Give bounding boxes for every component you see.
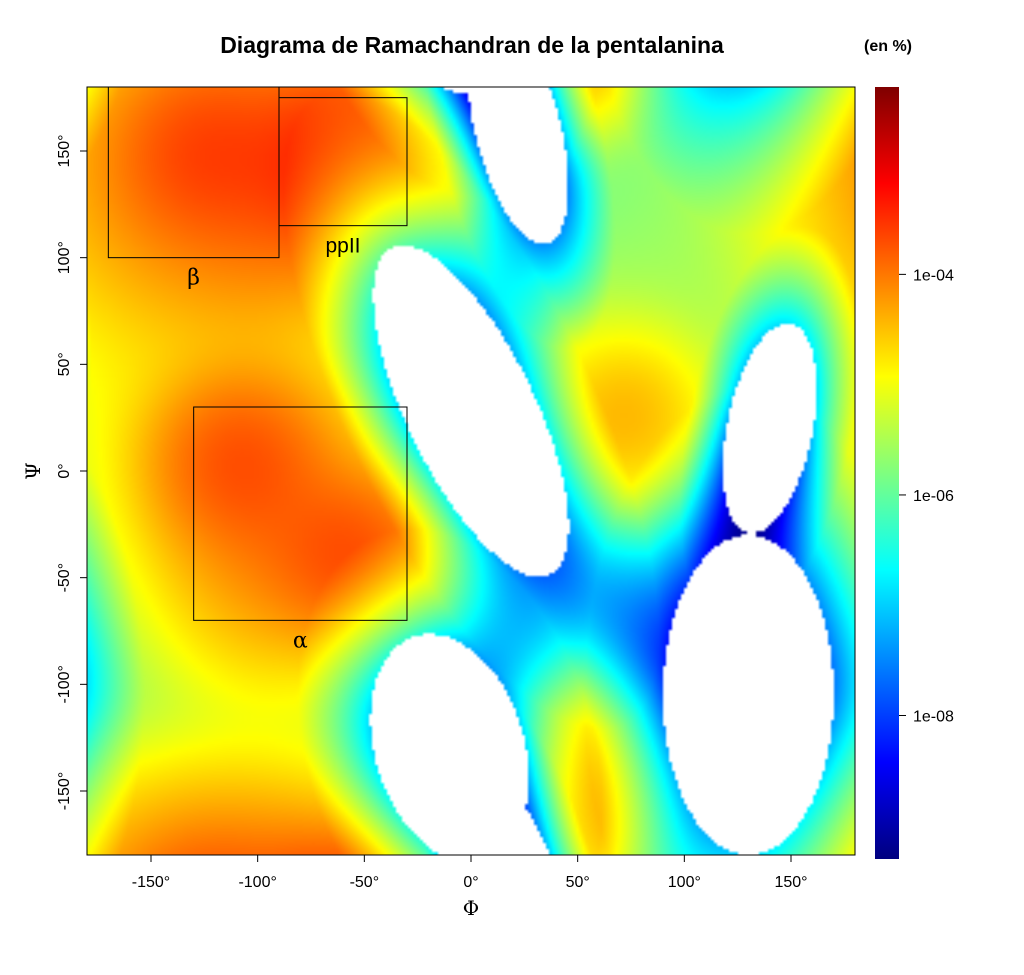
region-label-2: α [293,628,308,653]
x-tick-label: 100° [668,874,701,891]
x-tick-label: -50° [350,874,380,891]
y-tick-label: -150° [56,772,73,810]
chart-title: Diagrama de Ramachandran de la pentalani… [220,32,724,58]
region-label-0: β [187,266,200,291]
y-tick-label: 50° [56,352,73,376]
y-tick-label: 150° [56,134,73,167]
region-boxes: β ppII α [107,86,408,653]
region-box-2 [193,406,408,621]
density-heatmap-image [87,87,855,855]
y-tick-label: 100° [56,241,73,274]
x-tick-label: 50° [566,874,590,891]
colorbar-gradient [875,87,899,859]
y-tick-label: -100° [56,665,73,703]
y-tick-label: 0° [56,463,73,478]
x-tick-label: -100° [238,874,276,891]
y-axis-label: Ψ [21,462,45,480]
x-tick-label: 150° [774,874,807,891]
colorbar-tick-label: 1e-06 [913,488,954,505]
x-tick-label: 0° [463,874,478,891]
colorbar-ticks: 1e-08 1e-06 1e-04 [899,267,954,726]
heatmap [87,87,855,855]
colorbar-tick-label: 1e-08 [913,709,954,726]
colorbar-tick-label: 1e-04 [913,267,954,284]
x-axis: -150° -100° -50° 0° 50° 100° 150° [132,854,808,891]
y-tick-label: -50° [56,563,73,593]
x-tick-label: -150° [132,874,170,891]
colorbar-unit-label: (en %) [864,38,912,55]
region-label-1: ppII [325,235,360,258]
y-axis: -150° -100° -50° 0° 50° 100° 150° [56,134,88,810]
colorbar: 1e-08 1e-06 1e-04 [875,87,954,859]
x-axis-label: Φ [463,896,479,920]
region-box-1 [278,97,408,227]
